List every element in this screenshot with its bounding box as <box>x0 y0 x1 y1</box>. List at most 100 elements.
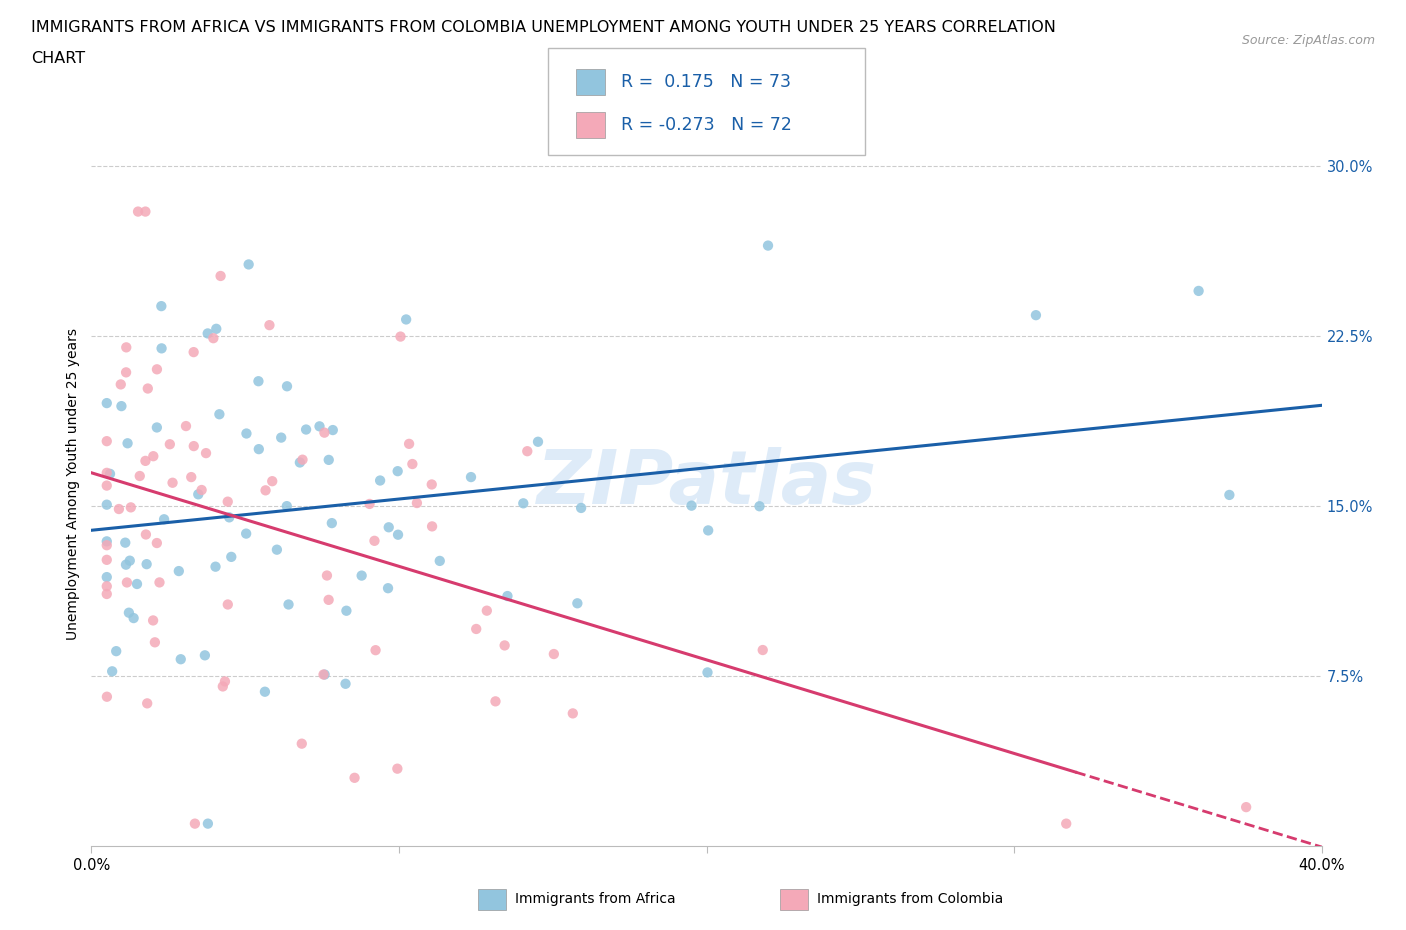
Point <box>115 557 138 572</box>
Point <box>748 498 770 513</box>
Point <box>218 510 240 525</box>
Point <box>187 487 209 502</box>
Point <box>350 568 373 583</box>
Point <box>115 575 138 590</box>
Point <box>395 312 418 327</box>
Point <box>512 496 534 511</box>
Point <box>159 437 181 452</box>
Point <box>96 433 118 448</box>
Point <box>146 536 169 551</box>
Text: R = -0.273   N = 72: R = -0.273 N = 72 <box>621 116 793 134</box>
Point <box>195 445 218 460</box>
Point <box>96 534 118 549</box>
Point <box>128 469 150 484</box>
Point <box>197 326 219 341</box>
Point <box>101 664 124 679</box>
Point <box>377 520 399 535</box>
Point <box>308 418 330 433</box>
Point <box>1234 800 1257 815</box>
Point <box>494 638 516 653</box>
Point <box>146 420 169 435</box>
Point <box>167 564 190 578</box>
Point <box>318 592 340 607</box>
Point <box>387 762 409 777</box>
Point <box>96 587 118 602</box>
Point <box>253 684 276 699</box>
Point <box>247 442 270 457</box>
Point <box>475 604 498 618</box>
Point <box>406 496 429 511</box>
Text: CHART: CHART <box>31 51 84 66</box>
Point <box>96 538 118 552</box>
Point <box>567 596 589 611</box>
Point <box>429 553 451 568</box>
Point <box>183 439 205 454</box>
Point <box>110 399 132 414</box>
Point <box>180 470 202 485</box>
Point <box>96 689 118 704</box>
Point <box>398 436 420 451</box>
Point <box>204 559 226 574</box>
Point <box>190 483 212 498</box>
Text: Source: ZipAtlas.com: Source: ZipAtlas.com <box>1241 34 1375 47</box>
Point <box>122 611 145 626</box>
Point <box>270 431 292 445</box>
Point <box>751 643 773 658</box>
Point <box>96 465 118 480</box>
Point <box>277 597 299 612</box>
Point <box>235 526 257 541</box>
Point <box>343 770 366 785</box>
Point <box>377 580 399 595</box>
Point <box>318 453 340 468</box>
Point <box>368 473 391 488</box>
Point <box>756 238 779 253</box>
Point <box>96 395 118 410</box>
Point <box>170 652 193 667</box>
Point <box>266 542 288 557</box>
Point <box>561 706 583 721</box>
Point <box>96 570 118 585</box>
Point <box>262 473 284 488</box>
Text: ZIPatlas: ZIPatlas <box>537 447 876 520</box>
Point <box>217 597 239 612</box>
Point <box>118 605 141 620</box>
Point <box>238 257 260 272</box>
Point <box>118 553 141 568</box>
Point <box>105 644 128 658</box>
Point <box>134 204 156 219</box>
Point <box>96 578 118 593</box>
Point <box>247 374 270 389</box>
Point <box>484 694 506 709</box>
Text: Immigrants from Colombia: Immigrants from Colombia <box>817 892 1002 907</box>
Point <box>322 422 344 437</box>
Point <box>115 339 138 354</box>
Point <box>527 434 550 449</box>
Point <box>401 457 423 472</box>
Point <box>543 646 565 661</box>
Point <box>214 674 236 689</box>
Point <box>1054 817 1077 831</box>
Point <box>202 331 225 346</box>
Point <box>321 515 343 530</box>
Point <box>153 512 176 526</box>
Point <box>516 444 538 458</box>
Point <box>1025 308 1047 323</box>
Point <box>127 204 149 219</box>
Point <box>295 422 318 437</box>
Point <box>162 475 184 490</box>
Point <box>117 436 139 451</box>
Point <box>496 589 519 604</box>
Point <box>569 500 592 515</box>
Point <box>183 345 205 360</box>
Point <box>211 679 233 694</box>
Point <box>697 523 720 538</box>
Point <box>135 527 157 542</box>
Point <box>98 467 121 482</box>
Point <box>364 643 387 658</box>
Point <box>136 696 159 711</box>
Point <box>335 676 357 691</box>
Point <box>194 648 217 663</box>
Text: Immigrants from Africa: Immigrants from Africa <box>515 892 675 907</box>
Y-axis label: Unemployment Among Youth under 25 years: Unemployment Among Youth under 25 years <box>66 327 80 640</box>
Point <box>120 500 142 515</box>
